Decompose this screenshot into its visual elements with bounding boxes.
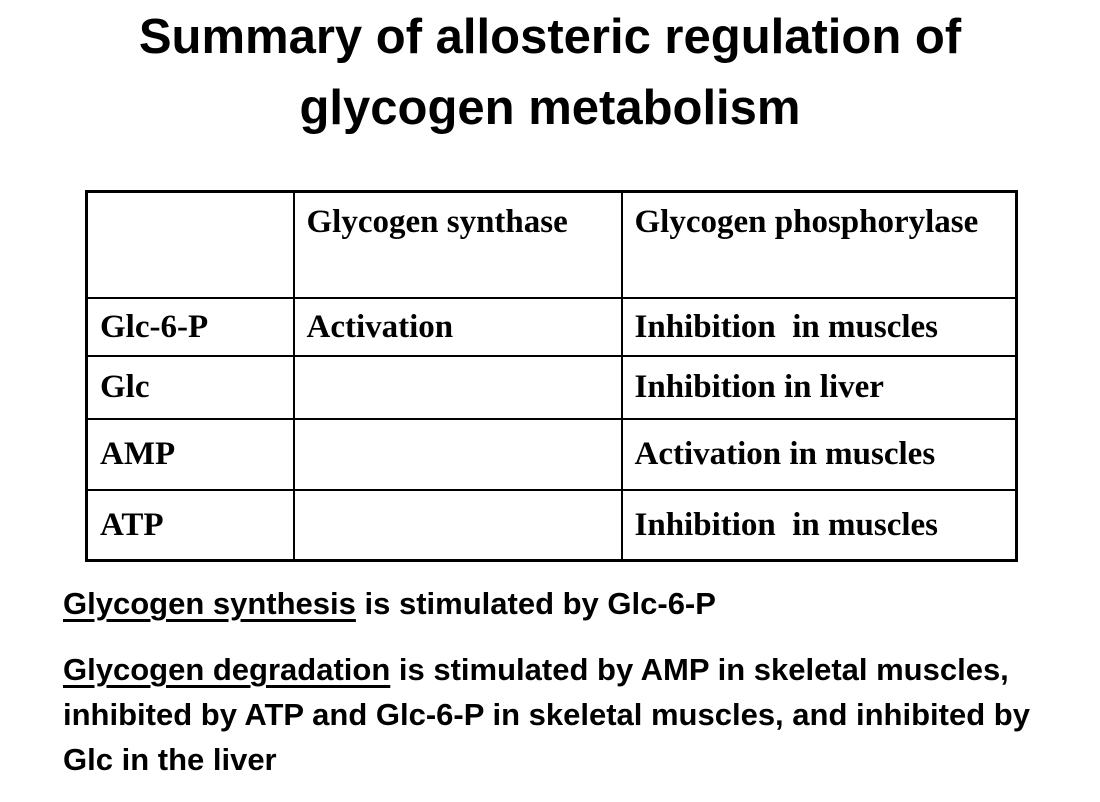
cell-effector: ATP bbox=[85, 488, 295, 562]
notes-section: Glycogen synthesis is stimulated by Glc-… bbox=[63, 581, 1068, 802]
cell-phosphorylase: Inhibition in liver bbox=[620, 354, 1018, 420]
cell-effector: AMP bbox=[85, 417, 295, 491]
table-row-glc-6-p: Glc-6-P Activation Inhibition in muscles bbox=[85, 296, 1018, 357]
table-header-row: Glycogen synthase Glycogen phosphorylase bbox=[85, 190, 1018, 299]
cell-effector: Glc-6-P bbox=[85, 296, 295, 357]
cell-synthase bbox=[292, 488, 623, 562]
note-degradation-underlined-term: Glycogen degradation bbox=[63, 652, 391, 687]
table-row-glc: Glc Inhibition in liver bbox=[85, 354, 1018, 420]
slide-title: Summary of allosteric regulation of glyc… bbox=[0, 2, 1100, 144]
table-row-amp: AMP Activation in muscles bbox=[85, 417, 1018, 491]
header-cell-effector bbox=[85, 190, 295, 299]
cell-phosphorylase: Inhibition in muscles bbox=[620, 296, 1018, 357]
header-cell-glycogen-phosphorylase: Glycogen phosphorylase bbox=[620, 190, 1018, 299]
header-cell-glycogen-synthase: Glycogen synthase bbox=[292, 190, 623, 299]
cell-synthase bbox=[292, 417, 623, 491]
table-row-atp: ATP Inhibition in muscles bbox=[85, 488, 1018, 562]
note-glycogen-synthesis: Glycogen synthesis is stimulated by Glc-… bbox=[63, 581, 1068, 626]
cell-effector: Glc bbox=[85, 354, 295, 420]
note-glycogen-degradation: Glycogen degradation is stimulated by AM… bbox=[63, 647, 1068, 782]
cell-synthase bbox=[292, 354, 623, 420]
note-synthesis-underlined-term: Glycogen synthesis bbox=[63, 586, 356, 621]
title-line-1: Summary of allosteric regulation of bbox=[138, 10, 962, 64]
cell-phosphorylase: Inhibition in muscles bbox=[620, 488, 1018, 562]
cell-synthase: Activation bbox=[292, 296, 623, 357]
title-line-2: glycogen metabolism bbox=[299, 81, 801, 135]
cell-phosphorylase: Activation in muscles bbox=[620, 417, 1018, 491]
allosteric-regulation-table: Glycogen synthase Glycogen phosphorylase… bbox=[85, 190, 1018, 562]
note-degradation-text: is stimulated by AMP in skeletal muscles… bbox=[63, 652, 1039, 777]
note-synthesis-text: is stimulated by Glc-6-P bbox=[355, 586, 716, 621]
